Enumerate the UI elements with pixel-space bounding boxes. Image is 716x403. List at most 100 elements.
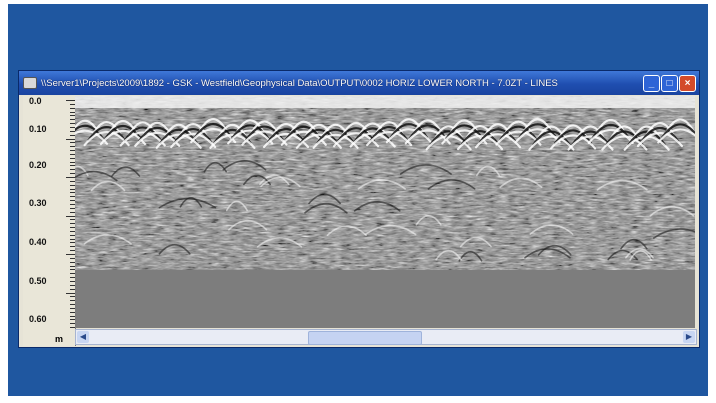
- hyperbola-reflection: [657, 128, 695, 144]
- hyperbola-reflection: [460, 129, 500, 146]
- hyperbola-reflection: [389, 123, 428, 139]
- hyperbola-reflection: [262, 132, 310, 149]
- ruler-minor-tick: [70, 261, 75, 263]
- scroll-left-arrow-icon[interactable]: ◀: [77, 331, 89, 343]
- hyperbola-reflection: [627, 130, 666, 146]
- deep-reflection: [399, 164, 452, 175]
- ruler-minor-tick: [70, 315, 75, 317]
- ruler-minor-tick: [70, 188, 75, 190]
- hyperbola-reflection: [284, 125, 323, 141]
- ruler-minor-tick: [70, 227, 75, 229]
- ruler-minor-tick: [70, 238, 75, 240]
- deep-reflection: [158, 244, 191, 255]
- ruler-minor-tick: [70, 203, 75, 205]
- radargram-plot: [75, 96, 695, 328]
- ruler-minor-tick: [70, 327, 75, 329]
- ruler-minor-tick: [70, 184, 75, 186]
- ruler-minor-tick: [70, 150, 75, 152]
- ruler-minor-tick: [70, 250, 75, 252]
- ruler-minor-tick: [70, 146, 75, 148]
- hyperbola-reflection: [332, 132, 380, 148]
- deep-reflection: [596, 179, 648, 191]
- hyperbola-reflection: [266, 127, 306, 144]
- deep-reflection: [415, 215, 442, 226]
- ruler-minor-tick: [70, 269, 75, 271]
- deep-reflection: [459, 236, 492, 248]
- hyperbola-reflection: [299, 128, 339, 144]
- hyperbola-reflection: [353, 127, 392, 143]
- ruler-minor-tick: [70, 280, 75, 282]
- ruler-minor-tick: [70, 180, 75, 182]
- ruler-minor-tick: [70, 119, 75, 121]
- ruler-minor-tick: [70, 300, 75, 302]
- hyperbola-reflection: [138, 126, 177, 142]
- ruler-minor-tick: [70, 165, 75, 167]
- hyperbola-reflection: [174, 127, 213, 144]
- ruler-minor-tick: [70, 230, 75, 232]
- ruler-minor-tick: [70, 319, 75, 321]
- ruler-minor-tick: [66, 292, 75, 294]
- hyperbola-reflection: [445, 124, 484, 140]
- ruler-minor-tick: [70, 207, 75, 209]
- deep-reflection: [308, 193, 341, 205]
- ruler-minor-tick: [70, 130, 75, 132]
- ruler-minor-tick: [70, 111, 75, 113]
- deep-reflection: [607, 249, 638, 261]
- hyperbola-reflection: [518, 123, 557, 139]
- hyperbola-reflection: [370, 125, 409, 142]
- deep-reflection: [620, 238, 648, 250]
- deep-reflection: [179, 196, 203, 208]
- deep-reflection: [222, 160, 267, 171]
- radargram-image[interactable]: [75, 96, 695, 328]
- hyperbola-reflection: [103, 124, 143, 141]
- ruler-minor-tick: [70, 103, 75, 105]
- hyperbola-reflection: [87, 125, 126, 142]
- deep-reflection: [629, 250, 652, 261]
- ruler-minor-tick: [70, 246, 75, 248]
- ruler-minor-tick: [70, 169, 75, 171]
- hyperbola-reflection: [549, 134, 597, 150]
- close-button[interactable]: ×: [679, 75, 696, 92]
- hyperbola-reflection: [336, 127, 376, 143]
- ruler-minor-tick: [70, 257, 75, 259]
- hyperbola-reflection: [478, 128, 518, 144]
- app-icon: [23, 77, 37, 89]
- hyperbola-reflection: [231, 124, 270, 140]
- title-bar[interactable]: \\Server1\Projects\2009\1892 - GSK - Wes…: [19, 71, 699, 95]
- ruler-minor-tick: [70, 126, 75, 128]
- hyperbola-reflection: [385, 128, 432, 144]
- scroll-right-arrow-icon[interactable]: ▶: [683, 331, 695, 343]
- ruler-minor-tick: [70, 142, 75, 144]
- deep-reflection: [537, 244, 572, 256]
- minimize-button[interactable]: _: [643, 75, 660, 92]
- hyperbola-reflection: [75, 124, 105, 140]
- hyperbola-reflection: [640, 126, 680, 143]
- ruler-minor-tick: [70, 219, 75, 221]
- ruler-minor-tick: [66, 100, 75, 101]
- hyperbola-reflection: [194, 123, 233, 139]
- deep-reflection: [353, 201, 401, 212]
- horizontal-scrollbar[interactable]: ◀ ▶: [75, 329, 697, 345]
- hyperbola-reflection: [532, 130, 571, 146]
- ruler-minor-tick: [70, 192, 75, 194]
- deep-reflection: [259, 174, 290, 186]
- ruler-minor-tick: [70, 211, 75, 213]
- ruler-minor-tick: [70, 157, 75, 159]
- hyperbola-reflection: [571, 130, 610, 146]
- window-title: \\Server1\Projects\2009\1892 - GSK - Wes…: [41, 77, 558, 89]
- hyperbola-reflection: [316, 128, 355, 144]
- hyperbola-reflection: [591, 123, 630, 140]
- ruler-minor-tick: [66, 138, 75, 140]
- no-data-zone: [75, 270, 695, 328]
- scroll-thumb[interactable]: [308, 331, 422, 345]
- depth-tick-label: 0.60: [29, 314, 47, 324]
- deep-reflection: [203, 161, 228, 173]
- ruler-minor-tick: [70, 234, 75, 236]
- ruler-minor-tick: [70, 134, 75, 136]
- surface-band: [75, 96, 695, 108]
- maximize-button[interactable]: □: [661, 75, 678, 92]
- hyperbola-reflection: [636, 131, 684, 148]
- ruler-minor-tick: [70, 304, 75, 306]
- ruler-minor-tick: [70, 277, 75, 279]
- hyperbola-reflection: [601, 135, 648, 151]
